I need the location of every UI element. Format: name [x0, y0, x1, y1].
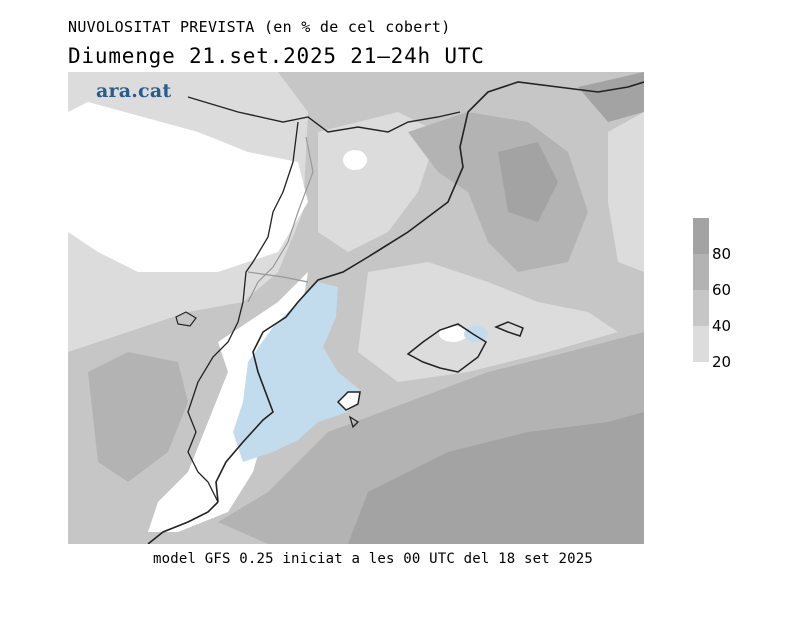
coastline [215, 81, 644, 503]
legend-label-40: 40 [712, 317, 732, 335]
cloud-field-80-100-south [348, 412, 644, 544]
cloud-cover-legend [693, 218, 709, 362]
cloud-field-60-80-southwest [88, 352, 188, 482]
legend-swatch-40-60 [693, 290, 709, 326]
cloud-cover-map [68, 72, 644, 544]
cloud-field-20-40-east [608, 112, 644, 272]
mallorca-outline [406, 323, 487, 373]
menorca-outline [494, 321, 524, 337]
map-canvas [68, 72, 644, 544]
province-border [247, 136, 314, 303]
small-region-outline [175, 311, 197, 327]
legend-swatch-60-80 [693, 254, 709, 290]
low-cloud-sea-area [233, 282, 360, 462]
legend-label-80: 80 [712, 245, 732, 263]
province-border-2 [247, 271, 309, 283]
cloud-field-20-40-sea [358, 262, 618, 382]
border-pyrenees [187, 96, 461, 133]
cloud-field-80-100-north [498, 142, 558, 222]
map-title: NUVOLOSITAT PREVISTA (en % de cel cobert… [68, 18, 451, 36]
model-info-footer: model GFS 0.25 iniciat a les 00 UTC del … [153, 551, 594, 567]
clear-sky-northwest [68, 102, 308, 272]
legend-label-20: 20 [712, 353, 732, 371]
legend-label-60: 60 [712, 281, 732, 299]
legend-swatch-80-100 [693, 218, 709, 254]
coastline-south [147, 501, 219, 544]
cloud-field-20-40-central [318, 112, 438, 252]
cloud-field-80-100-corner [578, 72, 644, 122]
low-cloud-mallorca [464, 326, 488, 342]
ara-cat-logo: ara.cat [96, 80, 172, 102]
map-subtitle: Diumenge 21.set.2025 21–24h UTC [68, 44, 485, 68]
clear-sky-patch [343, 150, 367, 170]
formentera-outline [348, 415, 360, 429]
clear-sky-mallorca [439, 326, 467, 342]
regional-border [187, 121, 299, 503]
legend-swatch-20-40 [693, 326, 709, 362]
ibiza-outline [336, 391, 361, 411]
